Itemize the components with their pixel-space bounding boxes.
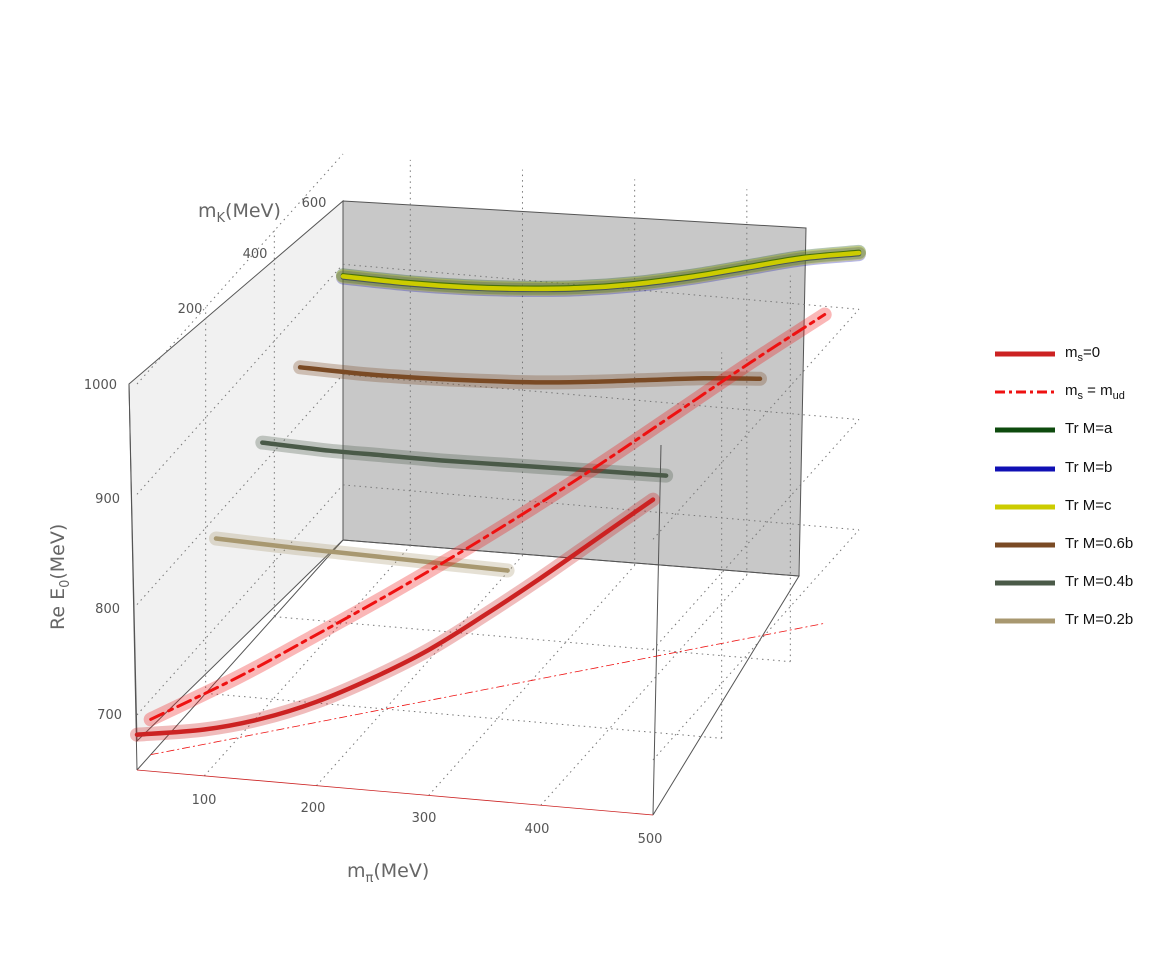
legend-swatch [995, 578, 1055, 588]
z-tick: 800 [95, 602, 120, 617]
front-left-edge [128, 383, 138, 771]
legend-label: Tr M=b [1065, 458, 1113, 476]
grid-line [203, 545, 411, 777]
legend: ms=0 ms = mud Tr M=a Tr M=b Tr M=c Tr M=… [995, 340, 1150, 646]
floor-diagonal-line [150, 622, 825, 756]
legend-label: ms = mud [1065, 382, 1125, 403]
legend-swatch [995, 502, 1055, 512]
grid-line [136, 484, 344, 716]
legend-swatch [995, 425, 1055, 435]
legend-item-trm-b: Tr M=b [995, 455, 1150, 493]
y-axis-ticks: 200 400 600 [178, 196, 327, 317]
grid-line [652, 529, 860, 761]
floor-projection-lines [136, 622, 825, 816]
grid-line [652, 308, 860, 540]
z-tick: 1000 [84, 378, 117, 393]
legend-swatch [995, 387, 1055, 397]
x-axis-label: mπ(MeV) [347, 860, 429, 886]
x-tick: 400 [525, 822, 550, 837]
grid-line [316, 555, 523, 786]
legend-item-ms0: ms=0 [995, 340, 1150, 378]
y-tick: 200 [178, 302, 203, 317]
series-line [340, 250, 862, 292]
series-line [213, 536, 510, 573]
legend-label: ms=0 [1065, 344, 1101, 364]
grid-line [136, 153, 344, 385]
legend-label: Tr M=0.2b [1065, 611, 1134, 629]
legend-swatch [995, 464, 1055, 474]
series-line [149, 313, 827, 721]
grid-line [540, 574, 748, 806]
grid-line [136, 263, 344, 495]
legend-swatch [995, 540, 1055, 550]
legend-label: Tr M=0.6b [1065, 534, 1134, 552]
legend-item-trm-04b: Tr M=0.4b [995, 569, 1150, 607]
x-axis-ticks: 100 200 300 400 500 [192, 793, 663, 847]
z-tick: 700 [97, 708, 122, 723]
legend-item-trm-c: Tr M=c [995, 493, 1150, 531]
series-line [134, 497, 656, 737]
series-layer [130, 244, 866, 742]
legend-item-trm-02b: Tr M=0.2b [995, 607, 1150, 645]
y-tick: 600 [302, 196, 327, 211]
legend-item-trm-06b: Tr M=0.6b [995, 531, 1150, 569]
z-tick: 900 [95, 492, 120, 507]
grid-line [205, 692, 722, 739]
y-axis-label: mK(MeV) [198, 200, 281, 226]
z-axis-ticks: 700 800 900 1000 [84, 378, 122, 723]
legend-item-ms-mud: ms = mud [995, 378, 1150, 416]
grid-line [136, 374, 344, 605]
z-axis-label: Re E0(MeV) [47, 524, 73, 630]
legend-label: Tr M=c [1065, 496, 1112, 514]
grid-line [342, 374, 860, 421]
x-tick: 200 [301, 801, 326, 816]
legend-label: Tr M=0.4b [1065, 573, 1134, 591]
x-tick: 300 [412, 811, 437, 826]
x-tick: 100 [192, 793, 217, 808]
y-tick: 400 [243, 247, 268, 262]
series-line [297, 365, 763, 385]
legend-item-trm-a: Tr M=a [995, 416, 1150, 454]
x-tick: 500 [638, 832, 663, 847]
grid-line [652, 419, 860, 650]
legend-swatch [995, 349, 1055, 359]
series-line [260, 440, 669, 478]
grid-line [342, 484, 860, 531]
legend-label: Tr M=a [1065, 420, 1113, 438]
front-right-edge [652, 444, 662, 816]
grid-line [274, 616, 791, 663]
legend-swatch [995, 616, 1055, 626]
floor-edge-line [136, 769, 654, 816]
